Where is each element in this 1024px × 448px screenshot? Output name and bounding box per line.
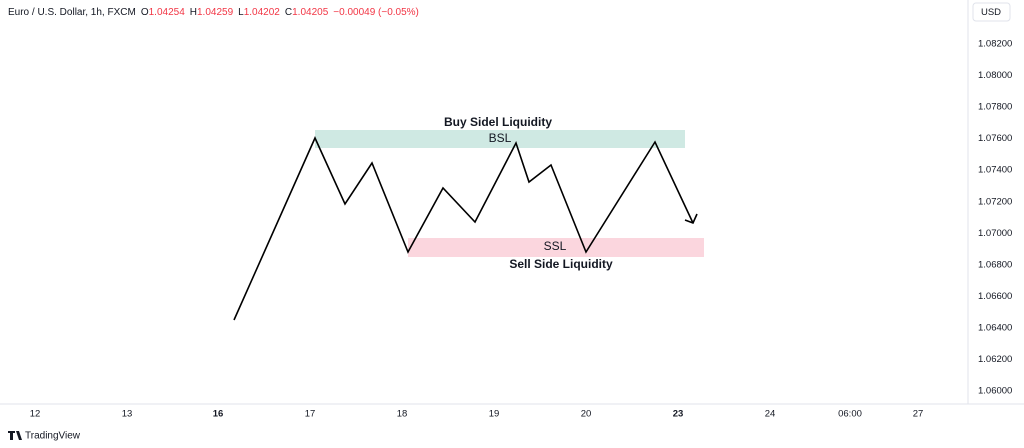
symbol: Euro / U.S. Dollar, 1h, FXCM — [8, 7, 136, 18]
time-tick-label: 06:00 — [838, 409, 862, 420]
bsl-title: Buy Sidel Liquidity — [444, 115, 552, 129]
time-tick-label: 17 — [305, 409, 316, 420]
ssl-label: SSL — [544, 239, 567, 253]
ssl-title: Sell Side Liquidity — [509, 257, 613, 271]
price-tick-label: 1.08200 — [978, 39, 1012, 50]
price-tick-label: 1.07400 — [978, 165, 1012, 176]
time-tick-label: 16 — [213, 409, 224, 420]
bsl-label: BSL — [489, 131, 512, 145]
ohlc-value: 1.04205 — [292, 7, 329, 18]
ohlc-value: 1.04259 — [197, 7, 234, 18]
price-tick-label: 1.07000 — [978, 228, 1012, 239]
symbol-info: Euro / U.S. Dollar, 1h, FXCM O1.04254 H1.0… — [8, 7, 419, 18]
price-tick-label: 1.06200 — [978, 354, 1012, 365]
time-tick-label: 23 — [673, 409, 684, 420]
ohlc-key: H — [190, 7, 197, 18]
time-tick-label: 20 — [581, 409, 592, 420]
price-tick-label: 1.06400 — [978, 322, 1012, 333]
time-tick-label: 18 — [397, 409, 408, 420]
price-tick-label: 1.06800 — [978, 259, 1012, 270]
ohlc-value: 1.04202 — [244, 7, 281, 18]
price-tick-label: 1.07600 — [978, 133, 1012, 144]
logo-icon — [8, 431, 22, 440]
ohlc-key: O — [141, 7, 149, 18]
ohlc-key: C — [285, 7, 292, 18]
price-tick-label: 1.06000 — [978, 386, 1012, 397]
time-tick-label: 19 — [489, 409, 500, 420]
ohlc-key: L — [238, 7, 244, 18]
ssl-zone — [408, 238, 704, 257]
currency-button[interactable] — [972, 2, 1011, 22]
currency: USD — [981, 7, 1001, 18]
time-tick-label: 13 — [122, 409, 133, 420]
price-path-drawing — [233, 136, 694, 321]
time-tick-label: 24 — [765, 409, 776, 420]
change: −0.00049 (−0.05%) — [333, 7, 419, 18]
price-tick-label: 1.07800 — [978, 102, 1012, 113]
time-tick-label: 27 — [913, 409, 924, 420]
bsl-zone — [315, 130, 685, 148]
price-tick-label: 1.07200 — [978, 196, 1012, 207]
ohlc-value: 1.04254 — [149, 7, 186, 18]
brand: TradingView — [25, 431, 81, 442]
price-tick-label: 1.08000 — [978, 70, 1012, 81]
price-tick-label: 1.06600 — [978, 291, 1012, 302]
time-tick-label: 12 — [30, 409, 41, 420]
arrow-head — [684, 213, 698, 225]
